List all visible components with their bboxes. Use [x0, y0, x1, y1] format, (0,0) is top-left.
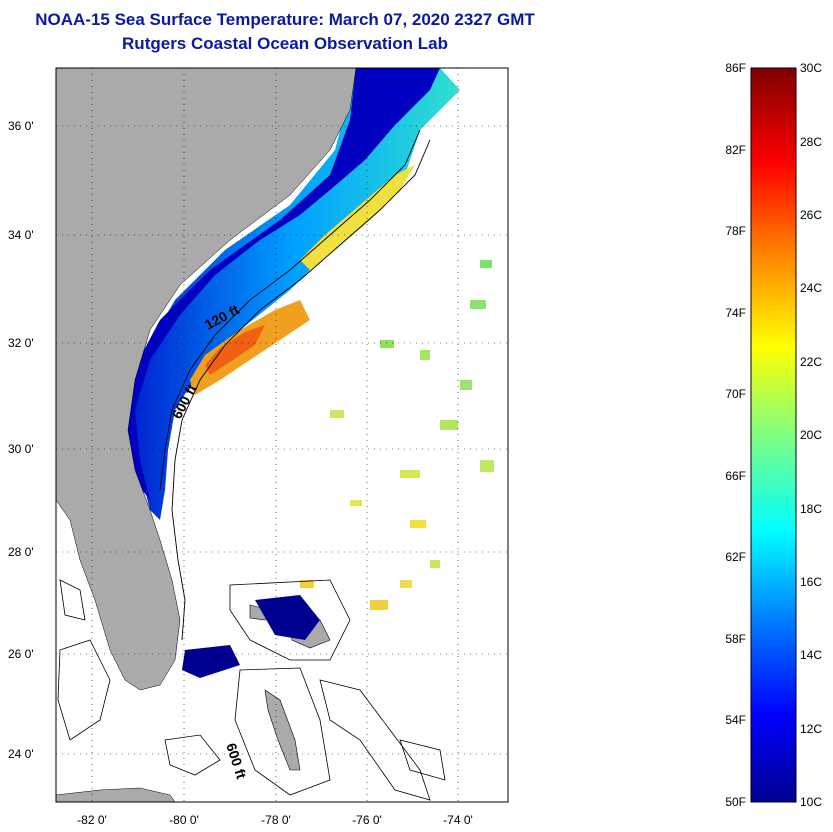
land-southeast-us: [56, 68, 357, 691]
colorbar-c-label: 14C: [800, 648, 822, 662]
sst-offshore-patches: [300, 260, 494, 610]
contour-600ft: [171, 139, 431, 641]
colorbar-c-label: 18C: [800, 502, 822, 516]
sst-cold-nearshore-bahamas: [182, 595, 320, 678]
colorbar-c-label: 10C: [800, 795, 822, 809]
bahamas-bank-contours: [57, 579, 446, 801]
sst-gulf-stream-north: [300, 165, 415, 270]
latitude-axis: 36 0' 34 0' 32 0' 30 0' 28 0' 26 0' 24 0…: [8, 119, 34, 761]
lat-tick-label: 30 0': [8, 442, 34, 456]
lon-tick-label: -78 0': [261, 813, 291, 827]
sst-gulf-stream-hot: [205, 325, 265, 375]
colorbar-f-label: 54F: [725, 713, 746, 727]
longitude-axis: -82 0' -80 0' -78 0' -76 0' -74 0': [77, 813, 473, 827]
colorbar-f-label: 70F: [725, 387, 746, 401]
colorbar-c-label: 30C: [800, 61, 822, 75]
temperature-colorbar: 86F 82F 78F 74F 70F 66F 62F 58F 54F 50F …: [725, 61, 822, 809]
colorbar-c-label: 22C: [800, 355, 822, 369]
map-subtitle: Rutgers Coastal Ocean Observation Lab: [122, 34, 448, 53]
land-cuba: [56, 787, 176, 802]
colorbar-f-label: 62F: [725, 550, 746, 564]
contour-120ft: [159, 129, 421, 491]
lat-tick-label: 28 0': [8, 545, 34, 559]
map-title: NOAA-15 Sea Surface Temperature: March 0…: [35, 10, 535, 29]
colorbar-f-label: 74F: [725, 306, 746, 320]
lat-tick-label: 32 0': [8, 336, 34, 350]
colorbar-f-label: 58F: [725, 632, 746, 646]
lon-tick-label: -76 0': [352, 813, 382, 827]
lat-tick-label: 26 0': [8, 647, 34, 661]
colorbar-f-label: 82F: [725, 143, 746, 157]
colorbar-f-label: 78F: [725, 224, 746, 238]
lon-tick-label: -74 0': [443, 813, 473, 827]
colorbar-f-label: 66F: [725, 469, 746, 483]
colorbar-c-label: 24C: [800, 281, 822, 295]
colorbar-c-label: 20C: [800, 428, 822, 442]
colorbar-c-label: 12C: [800, 722, 822, 736]
map-frame: [55, 67, 509, 803]
colorbar-fahrenheit-labels: 86F 82F 78F 74F 70F 66F 62F 58F 54F 50F: [725, 61, 746, 809]
lon-tick-label: -82 0': [77, 813, 107, 827]
lat-tick-label: 34 0': [8, 228, 34, 242]
graticule: [56, 68, 508, 802]
lon-tick-label: -80 0': [169, 813, 199, 827]
sst-deep-blue-nearshore: [125, 68, 440, 500]
sst-coastal-band: [128, 68, 460, 520]
colorbar-c-label: 28C: [800, 135, 822, 149]
lat-tick-label: 36 0': [8, 119, 34, 133]
colorbar-c-label: 16C: [800, 575, 822, 589]
map-plot-area: [56, 68, 508, 802]
colorbar-gradient: [750, 67, 797, 803]
lat-tick-label: 24 0': [8, 747, 34, 761]
colorbar-celsius-labels: 30C 28C 26C 24C 22C 20C 18C 16C 14C 12C …: [800, 61, 822, 809]
colorbar-f-label: 50F: [725, 795, 746, 809]
colorbar-c-label: 26C: [800, 208, 822, 222]
colorbar-f-label: 86F: [725, 61, 746, 75]
